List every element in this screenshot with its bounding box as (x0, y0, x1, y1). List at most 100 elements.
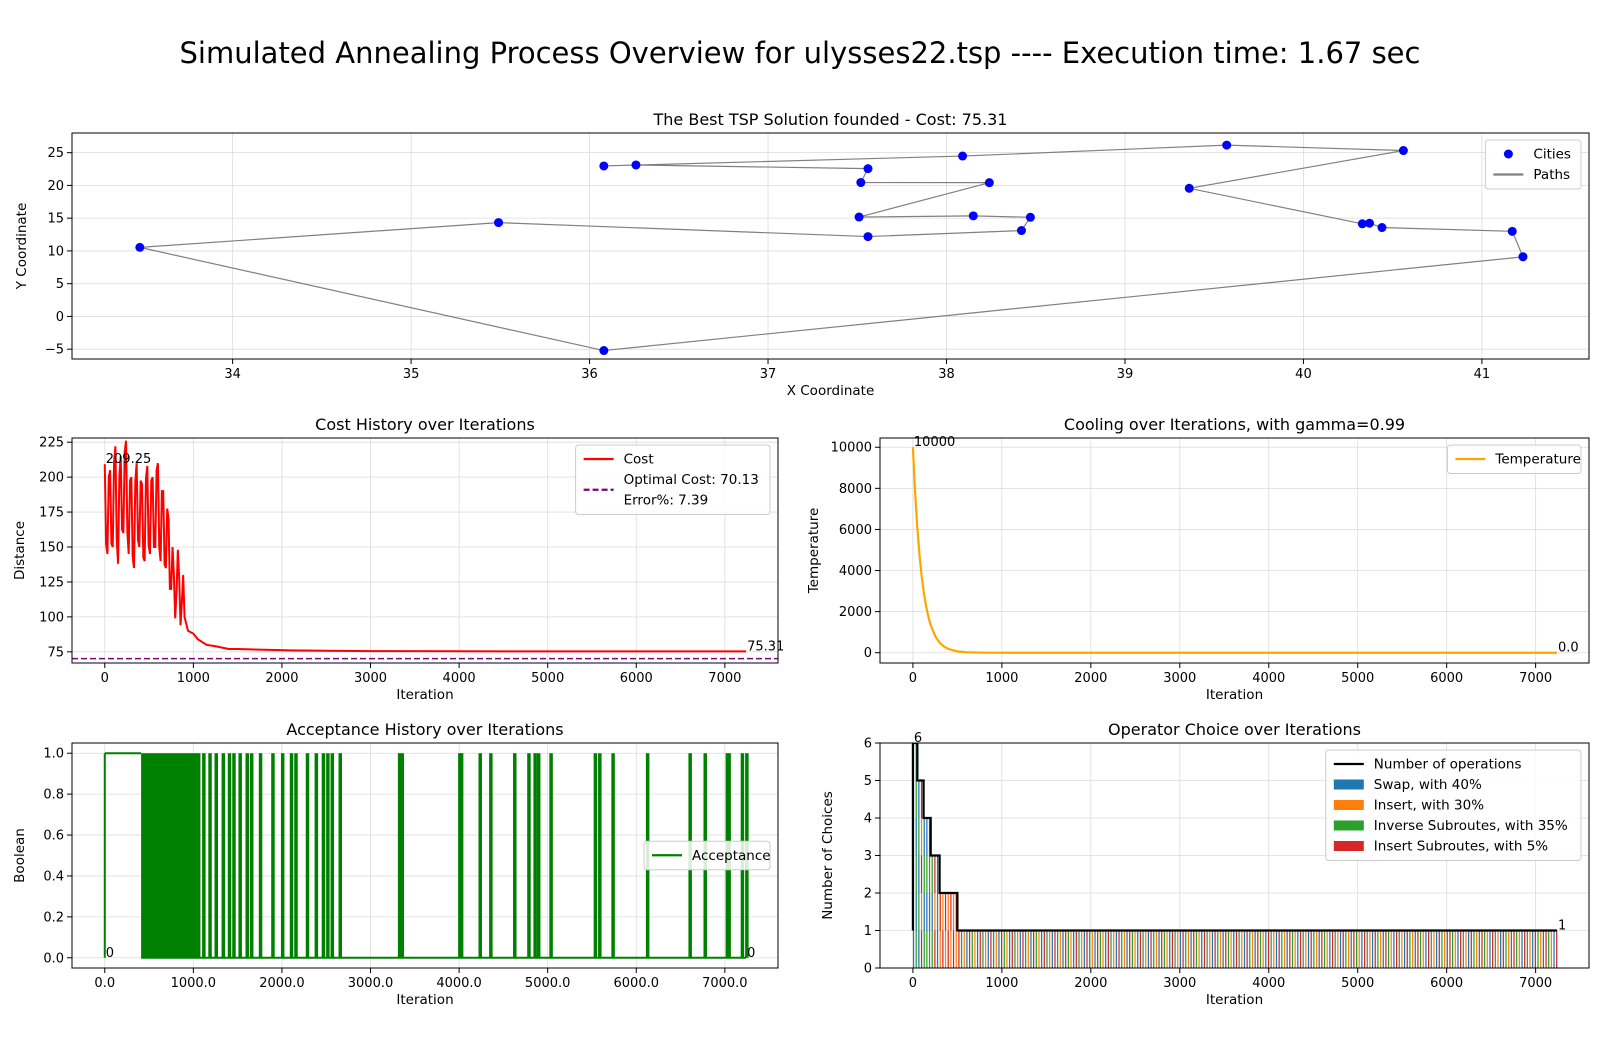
x-tick-label: 3000 (1163, 671, 1196, 686)
operator-bar (1006, 930, 1008, 968)
operator-bar (968, 930, 971, 968)
y-tick-label: 0.0 (43, 951, 64, 966)
operator-bar (1286, 930, 1288, 968)
y-tick-label: 100 (39, 610, 64, 625)
operator-bar (1171, 930, 1174, 968)
operator-bar (1553, 930, 1555, 968)
operator-bar (1190, 930, 1192, 968)
operator-bar (928, 818, 931, 856)
operator-bar (1393, 930, 1395, 968)
operator-bar (1353, 930, 1355, 968)
y-tick-label: 1.0 (43, 747, 64, 762)
operator-bar (923, 893, 925, 931)
operator-bar (1054, 930, 1056, 968)
y-tick-label: 8000 (839, 482, 872, 497)
x-tick-label: 6000 (1430, 976, 1463, 991)
acceptance-dense-block (141, 753, 201, 958)
operator-bar (1494, 930, 1496, 968)
chart-operators: 0 1000 2000 3000 4000 5000 6000 7000 0 1 2 3 4 5 6 Oper… (820, 720, 1590, 1008)
operator-bar (1347, 930, 1350, 968)
operator-bar (1126, 930, 1128, 968)
operator-bar (912, 930, 915, 968)
operator-bar (984, 930, 987, 968)
operator-bar (1299, 930, 1302, 968)
x-tick-label: 7000 (1519, 671, 1552, 686)
operations-step-line (911, 743, 1557, 932)
point-annotation: 0.0 (1558, 641, 1579, 656)
operator-bar (1227, 930, 1230, 968)
legend-label: Insert Subroutes, with 5% (1374, 839, 1549, 855)
operator-bar (1486, 930, 1488, 968)
legend-patch (1333, 820, 1364, 831)
operator-bar (1230, 930, 1232, 968)
operator-bar (928, 893, 931, 931)
legend-marker (1503, 149, 1513, 159)
x-tick-label: 6000 (1430, 671, 1463, 686)
y-tick-label: 0.2 (43, 910, 64, 925)
operator-bar (1294, 930, 1296, 968)
operator-bar (1457, 930, 1459, 968)
legend-label: Paths (1533, 167, 1570, 183)
y-tick-label: −5 (45, 343, 64, 358)
operator-bar (1121, 930, 1123, 968)
y-tick-label: 75 (47, 645, 64, 660)
operator-bar (1049, 930, 1051, 968)
legend-patch (1333, 779, 1364, 790)
x-tick-label: 4000 (1252, 976, 1285, 991)
operator-bar (1169, 930, 1171, 968)
operator-bar (1062, 930, 1064, 968)
operator-bar (1129, 930, 1131, 968)
operator-bar (1083, 930, 1085, 968)
operator-bar (1265, 930, 1267, 968)
operator-bar (926, 855, 928, 893)
x-tick-label: 41 (1474, 367, 1491, 382)
operator-bar (1110, 930, 1112, 968)
legend-label: Acceptance (692, 848, 771, 864)
operator-bar (1016, 930, 1019, 968)
x-tick-label: 40 (1295, 367, 1312, 382)
legend-frame (1325, 749, 1582, 861)
operator-bar (1542, 930, 1544, 968)
operator-bar (1134, 930, 1136, 968)
x-tick-label: 38 (938, 367, 955, 382)
operator-bar (1035, 930, 1037, 968)
operator-bar (923, 855, 925, 893)
operator-bar (1030, 930, 1032, 968)
operator-bar (1425, 930, 1427, 968)
operator-bar (1529, 930, 1531, 968)
x-tick-label: 1000 (985, 671, 1018, 686)
operator-bar (958, 930, 960, 968)
x-tick-label: 3000 (1163, 976, 1196, 991)
operator-bar (1118, 930, 1120, 968)
x-tick-label: 3000 (354, 671, 387, 686)
path-line (139, 144, 1524, 352)
operator-bar (1361, 930, 1363, 968)
operator-bar (1465, 930, 1467, 968)
operator-bar (1008, 930, 1011, 968)
operator-bar (1225, 930, 1227, 968)
y-tick-label: 4 (864, 812, 872, 827)
y-tick-label: 0.8 (43, 788, 64, 803)
operator-bar (926, 893, 928, 931)
operator-bar (1078, 930, 1080, 968)
operator-bar (915, 818, 917, 856)
operator-bar (1385, 930, 1387, 968)
operator-bar (931, 855, 933, 893)
operator-bar (1505, 930, 1507, 968)
operator-bar (1241, 930, 1243, 968)
city-point (958, 151, 968, 161)
legend: Acceptance (643, 840, 771, 871)
point-annotation: 0 (747, 946, 755, 961)
chart-cost: 0 1000 2000 3000 4000 5000 6000 7000 75 100 125 150… (12, 415, 784, 703)
operator-bar (923, 930, 925, 968)
operator-bar (926, 818, 928, 856)
operator-bar (1382, 930, 1384, 968)
city-point (1222, 140, 1232, 150)
city-point (854, 212, 864, 222)
operator-bar (1409, 930, 1411, 968)
operator-bar (1313, 930, 1315, 968)
plot-area (911, 743, 1558, 968)
operator-bar (1145, 930, 1147, 968)
operator-bar (976, 930, 979, 968)
operator-bar (1257, 930, 1259, 968)
